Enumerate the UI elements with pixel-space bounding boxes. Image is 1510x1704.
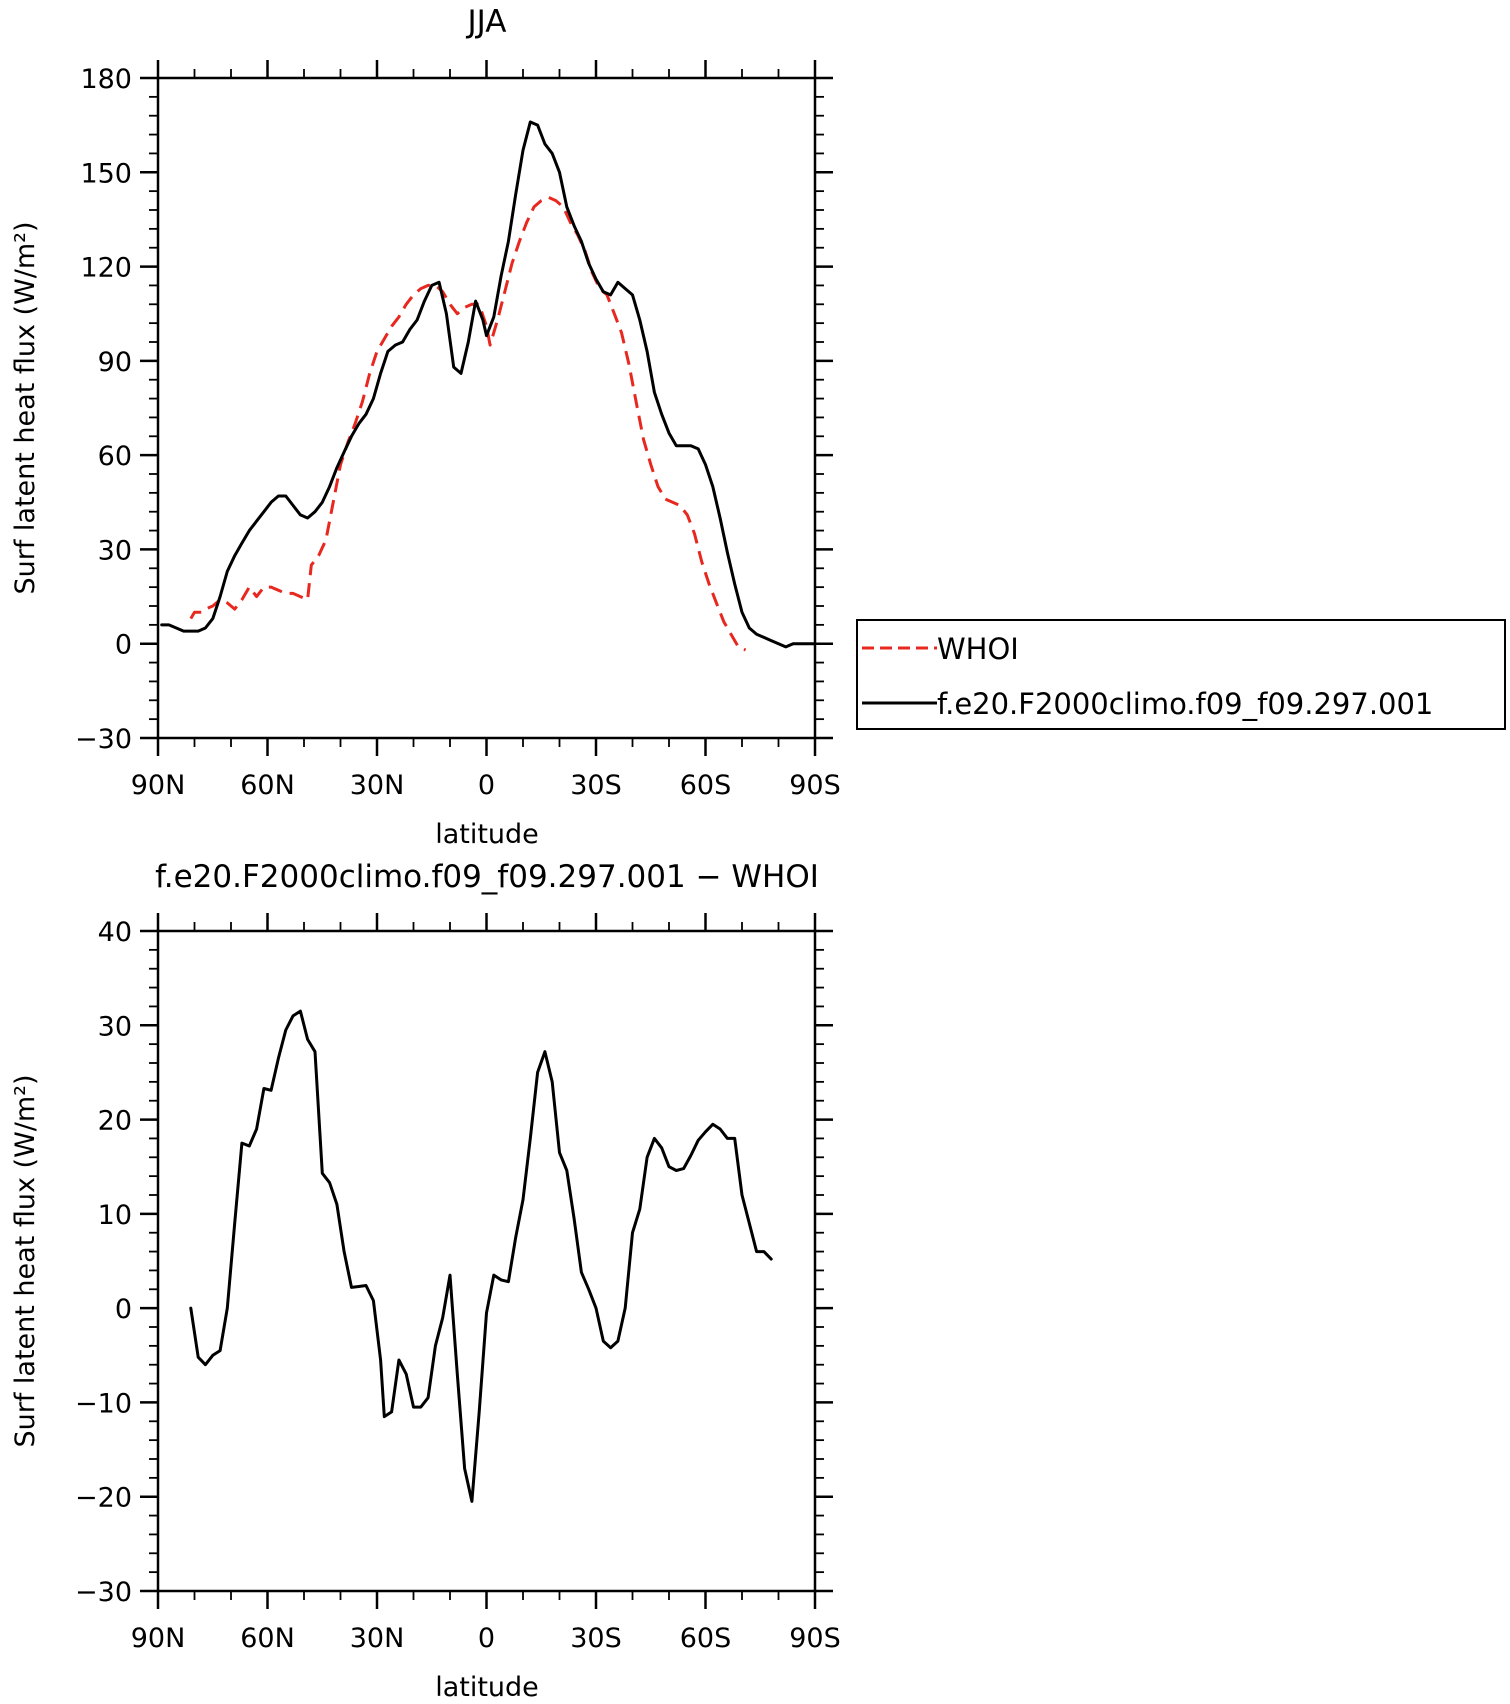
bottom-chart-title: f.e20.F2000climo.f09_f09.297.001 − WHOI [155,859,819,895]
bottom-ytick-label: −10 [75,1388,132,1419]
legend-label-whoi: WHOI [937,632,1019,666]
top-x-tick-labels: 90N 60N 30N 0 30S 60S 90S [131,770,841,801]
bottom-xtick-label: 60N [240,1623,295,1654]
bottom-series-group [189,1009,773,1503]
bottom-y-tick-labels: −30 −20 −10 0 10 20 30 40 [75,917,132,1608]
top-y-axis-title: Surf latent heat flux (W/m²) [10,221,41,594]
top-ytick-label: 90 [98,347,132,378]
bottom-xtick-label: 90S [789,1623,841,1654]
top-xtick-label: 0 [478,770,495,801]
top-ytick-label: 0 [115,630,132,661]
top-series-group [160,120,817,652]
top-chart: JJA −30 0 30 60 90 120 150 180 90N 60N 30N 0 30S 60S… [10,4,1506,850]
top-ytick-label: 120 [80,253,132,284]
bottom-series-line-0 [189,1009,773,1503]
legend-label-model: f.e20.F2000climo.f09_f09.297.001 [937,687,1433,721]
bottom-chart: f.e20.F2000climo.f09_f09.297.001 − WHOI … [10,859,841,1703]
top-xtick-label: 90S [789,770,841,801]
legend-box [856,619,1506,730]
top-plot-frame [156,76,817,740]
bottom-xtick-label: 0 [478,1623,495,1654]
top-ytick-label: 150 [80,158,132,189]
bottom-ytick-label: −20 [75,1483,132,1514]
top-ytick-label: 180 [80,64,132,95]
top-x-axis-title: latitude [435,819,539,850]
bottom-xtick-label: 30N [350,1623,405,1654]
bottom-ytick-label: 40 [98,917,132,948]
top-series-line-1 [160,120,817,649]
bottom-ytick-label: 20 [98,1106,132,1137]
bottom-x-tick-labels: 90N 60N 30N 0 30S 60S 90S [131,1623,841,1654]
top-xtick-label: 60N [240,770,295,801]
bottom-xtick-label: 60S [680,1623,732,1654]
top-ytick-label: 60 [98,441,132,472]
bottom-xtick-label: 90N [131,1623,186,1654]
bottom-xtick-label: 30S [570,1623,622,1654]
top-ytick-label: 30 [98,535,132,566]
bottom-plot-frame [156,929,817,1593]
top-xtick-label: 90N [131,770,186,801]
top-y-tick-labels: −30 0 30 60 90 120 150 180 [75,64,132,755]
top-axis-ticks [140,60,833,756]
top-ytick-label: −30 [75,724,132,755]
bottom-ytick-label: 30 [98,1011,132,1042]
bottom-x-axis-title: latitude [435,1672,539,1703]
top-xtick-label: 60S [680,770,732,801]
top-legend: WHOI f.e20.F2000climo.f09_f09.297.001 [856,619,1506,730]
top-xtick-label: 30N [350,770,405,801]
bottom-axis-ticks [140,913,833,1609]
top-chart-title: JJA [466,4,507,40]
bottom-ytick-label: 0 [115,1294,132,1325]
top-xtick-label: 30S [570,770,622,801]
bottom-ytick-label: −30 [75,1577,132,1608]
top-series-line-0 [189,195,747,652]
bottom-ytick-label: 10 [98,1200,132,1231]
bottom-y-axis-title: Surf latent heat flux (W/m²) [10,1074,41,1447]
